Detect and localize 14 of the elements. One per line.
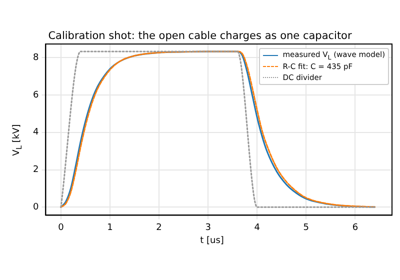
y-tick-label: 8 (32, 52, 39, 63)
y-tick-label: 0 (32, 202, 39, 213)
x-tick-label: 3 (205, 222, 211, 233)
x-tick-label: 4 (254, 222, 260, 233)
y-tick-label: 6 (32, 90, 39, 100)
x-tick-label: 1 (107, 222, 113, 233)
x-axis-title: t [us] (199, 236, 225, 246)
x-tick-label: 5 (303, 222, 310, 233)
chart-title: Calibration shot: the open cable charges as one capacitor (47, 30, 353, 42)
x-tick-label: 2 (156, 222, 162, 233)
y-tick-label: 2 (32, 165, 39, 176)
y-tick-label: 4 (32, 128, 39, 138)
x-tick-label: 6 (352, 222, 358, 233)
x-tick-label: 0 (58, 222, 64, 233)
